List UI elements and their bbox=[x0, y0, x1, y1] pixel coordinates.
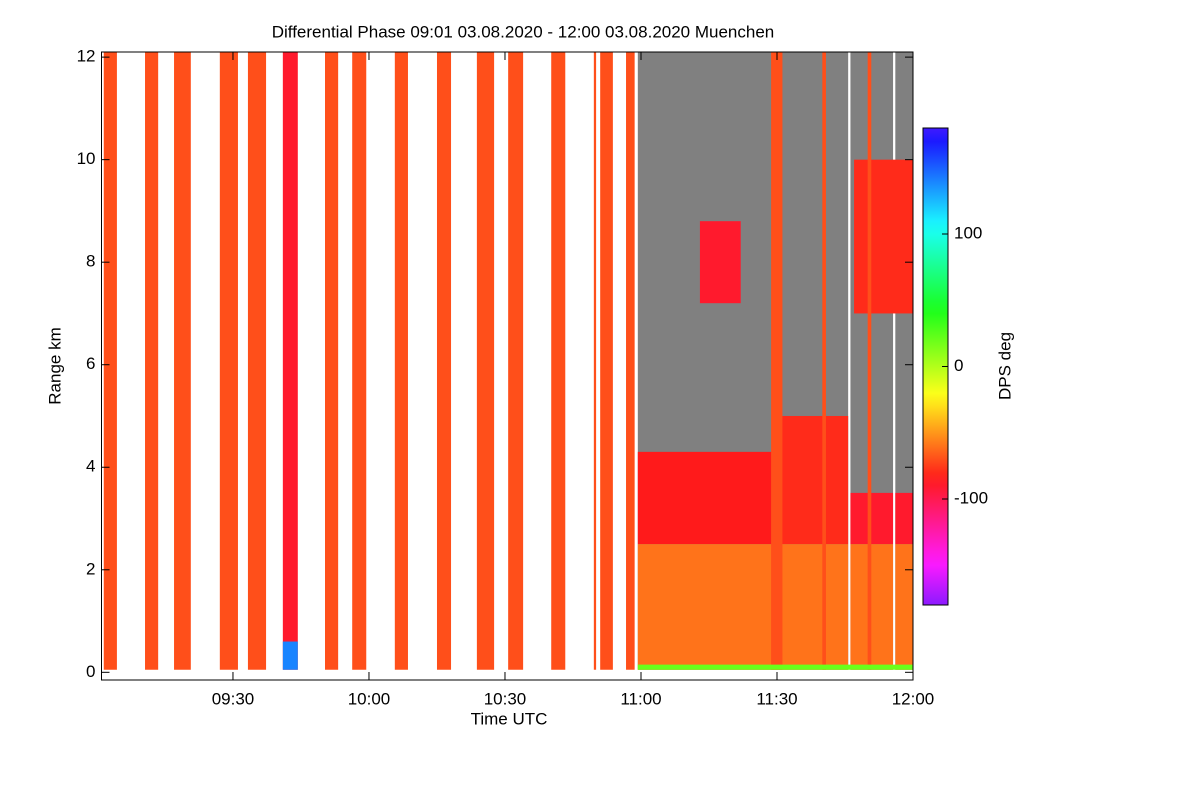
heatmap-cell bbox=[325, 52, 339, 670]
y-tick-label: 12 bbox=[77, 47, 96, 66]
heatmap-cell bbox=[145, 52, 159, 670]
heatmap-cell bbox=[394, 52, 408, 670]
y-tick-label: 4 bbox=[86, 457, 95, 476]
x-tick-label: 10:30 bbox=[484, 689, 527, 708]
y-tick-label: 6 bbox=[86, 354, 95, 373]
heatmap-cell bbox=[699, 221, 741, 304]
y-tick-label: 0 bbox=[86, 662, 95, 681]
heatmap-cell bbox=[822, 52, 826, 670]
heatmap-cell bbox=[776, 415, 849, 545]
heatmap-cell bbox=[593, 52, 597, 670]
colorbar-tick-label: 0 bbox=[954, 356, 963, 375]
colorbar-label: DPS deg bbox=[995, 332, 1014, 400]
y-axis-label: Range km bbox=[45, 327, 64, 404]
heatmap-cell bbox=[436, 52, 452, 670]
chart-title: Differential Phase 09:01 03.08.2020 - 12… bbox=[272, 22, 775, 41]
heatmap-cell bbox=[895, 544, 913, 670]
y-tick-label: 10 bbox=[77, 149, 96, 168]
x-tick-label: 12:00 bbox=[892, 689, 935, 708]
x-tick-label: 11:00 bbox=[620, 689, 661, 708]
heatmap-cell bbox=[247, 52, 267, 670]
heatmap-cell bbox=[637, 664, 913, 670]
x-tick-label: 09:30 bbox=[212, 689, 255, 708]
heatmap-cell bbox=[850, 544, 894, 670]
x-tick-label: 10:00 bbox=[348, 689, 391, 708]
y-tick-label: 8 bbox=[86, 252, 95, 271]
heatmap-cell bbox=[626, 52, 635, 670]
heatmap-cell bbox=[867, 52, 872, 670]
heatmap-cell bbox=[352, 52, 367, 670]
heatmap-cell bbox=[771, 52, 783, 670]
heatmap-cell bbox=[850, 492, 894, 545]
heatmap-cell bbox=[600, 52, 613, 670]
heatmap-cell bbox=[508, 52, 524, 670]
heatmap-cell bbox=[895, 492, 913, 545]
heatmap-cell bbox=[854, 159, 913, 314]
y-tick-label: 2 bbox=[86, 559, 95, 578]
heatmap-cell bbox=[637, 544, 849, 670]
heatmap-cell bbox=[637, 451, 777, 545]
x-axis-label: Time UTC bbox=[471, 709, 548, 728]
colorbar-tick-label: 100 bbox=[954, 223, 982, 242]
heatmap-cell bbox=[103, 52, 117, 670]
heatmap-cell bbox=[476, 52, 495, 670]
heatmap-cell bbox=[282, 52, 298, 670]
heatmap-cell bbox=[551, 52, 566, 670]
heatmap-cell bbox=[282, 641, 298, 670]
colorbar-tick-label: -100 bbox=[954, 488, 988, 507]
heatmap-cell bbox=[174, 52, 191, 670]
heatmap-cell bbox=[219, 52, 238, 670]
x-tick-label: 11:30 bbox=[756, 689, 797, 708]
plot-frame bbox=[101, 51, 914, 681]
